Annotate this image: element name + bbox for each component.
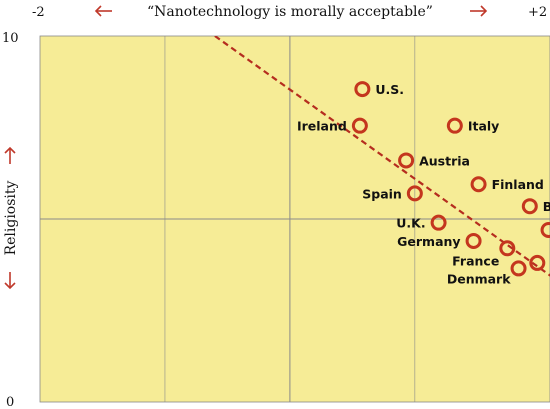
data-point (430, 214, 447, 231)
trend-layer (214, 36, 550, 277)
trend-line (214, 36, 550, 277)
y-tick-min: 0 (6, 395, 14, 409)
data-label: Italy (468, 119, 500, 134)
data-point (499, 240, 516, 257)
data-point (540, 221, 550, 238)
data-point (446, 117, 463, 134)
data-label: Germany (397, 234, 460, 249)
y-axis-label: Religiosity (3, 180, 19, 255)
x-arrow-right-icon (470, 5, 488, 17)
data-point (470, 176, 487, 193)
data-point (510, 260, 527, 277)
data-point (354, 81, 371, 98)
y-tick-max: 10 (2, 31, 19, 46)
y-arrow-up-icon (4, 146, 16, 164)
y-arrow-down-icon (4, 272, 16, 290)
data-point (398, 152, 415, 169)
chart-title: “Nanotechnology is morally acceptable” (147, 4, 433, 20)
data-point (351, 117, 368, 134)
x-tick-min: -2 (32, 5, 45, 20)
data-label: Finland (492, 177, 544, 192)
labels-layer: U.S. Ireland Italy Austria Finland Spain Belgi… (297, 82, 550, 286)
data-label: Austria (419, 153, 470, 168)
x-arrow-left-icon (94, 5, 112, 17)
data-label: Spain (362, 186, 402, 201)
data-point (521, 198, 538, 215)
data-point (465, 232, 482, 249)
points-layer (351, 81, 550, 277)
data-label: U.K. (396, 216, 425, 231)
data-label: U.S. (375, 82, 404, 97)
data-point (406, 185, 423, 202)
data-label: France (452, 253, 499, 268)
data-point (529, 254, 546, 271)
data-label: Belgium (543, 199, 550, 214)
grid (40, 36, 550, 402)
x-tick-max: +2 (528, 5, 547, 20)
data-label: Ireland (297, 119, 347, 134)
plot-border (39, 35, 550, 403)
data-label: Denmark (447, 271, 511, 286)
